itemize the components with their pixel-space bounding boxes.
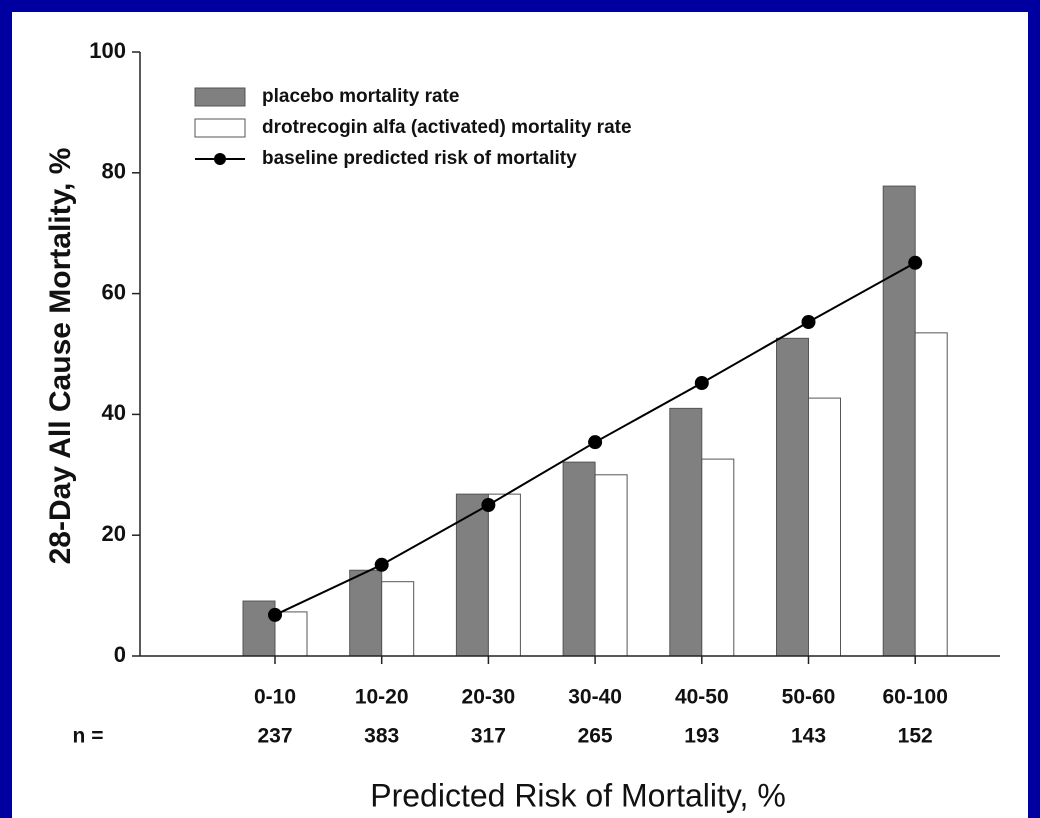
- legend-swatch: [194, 118, 246, 138]
- x-tick-label: 30-40: [568, 686, 622, 709]
- legend-label: baseline predicted risk of mortality: [262, 148, 577, 169]
- bar: [455, 493, 489, 657]
- bar: [274, 611, 308, 657]
- x-tick-label: 60-100: [883, 686, 948, 709]
- bar: [594, 474, 628, 657]
- bar: [242, 600, 276, 657]
- x-tick-label: 10-20: [355, 686, 409, 709]
- x-tick-label: 40-50: [675, 686, 729, 709]
- bar: [701, 458, 735, 657]
- marker: [374, 557, 389, 572]
- n-value: 265: [578, 725, 613, 748]
- legend-swatch: [194, 87, 246, 107]
- bar: [381, 581, 415, 657]
- x-axis-title: Predicted Risk of Mortality, %: [370, 777, 786, 813]
- y-tick-label: 60: [102, 279, 126, 304]
- n-label: n =: [73, 725, 104, 748]
- marker: [481, 498, 496, 512]
- n-value: 143: [791, 725, 826, 748]
- legend-marker: [214, 153, 226, 165]
- y-tick-label: 20: [102, 521, 126, 546]
- x-tick-label: 50-60: [782, 686, 836, 709]
- marker: [908, 255, 923, 270]
- marker: [801, 314, 816, 329]
- bar: [914, 332, 948, 657]
- y-tick-label: 80: [102, 159, 126, 184]
- marker: [268, 607, 282, 622]
- marker: [588, 435, 603, 450]
- marker: [694, 375, 709, 390]
- x-tick-label: 20-30: [462, 686, 516, 709]
- legend-label: drotrecogin alfa (activated) mortality r…: [262, 117, 632, 138]
- n-value: 317: [471, 725, 506, 748]
- bar: [669, 407, 703, 657]
- n-value: 152: [898, 725, 933, 748]
- y-axis-title: 28-Day All Cause Mortality, %: [44, 148, 77, 565]
- n-value: 193: [684, 725, 719, 748]
- panel: [12, 12, 1028, 818]
- bar: [776, 337, 809, 657]
- x-tick-label: 0-10: [254, 686, 296, 709]
- bar: [487, 493, 521, 657]
- n-value: 237: [257, 725, 292, 748]
- bar: [562, 461, 596, 657]
- y-tick-label: 40: [102, 400, 126, 425]
- bar: [349, 569, 383, 657]
- bar: [808, 397, 841, 657]
- y-tick-label: 0: [114, 642, 126, 667]
- n-value: 383: [364, 725, 399, 748]
- legend-label: placebo mortality rate: [262, 86, 459, 107]
- bar: [882, 185, 916, 657]
- y-tick-label: 100: [89, 38, 126, 63]
